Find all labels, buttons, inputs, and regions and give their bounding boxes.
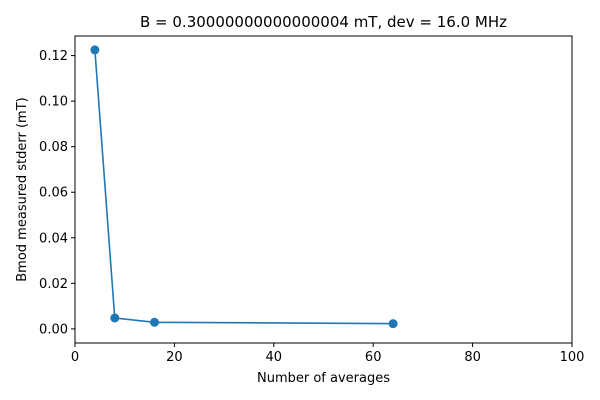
x-axis-label: Number of averages bbox=[257, 371, 390, 386]
data-point bbox=[388, 319, 398, 329]
x-tick-label: 100 bbox=[560, 350, 585, 365]
y-tick-label: 0.06 bbox=[39, 186, 68, 201]
data-point bbox=[150, 317, 160, 327]
series-line bbox=[94, 49, 394, 325]
y-tick-label: 0.12 bbox=[39, 49, 68, 64]
y-axis: 0.00 0.02 0.04 0.06 0.08 0.10 0.12 bbox=[39, 49, 75, 337]
y-tick-label: 0.04 bbox=[39, 231, 68, 246]
chart-title: B = 0.30000000000000004 mT, dev = 16.0 M… bbox=[140, 13, 507, 31]
y-tick-label: 0.00 bbox=[39, 322, 68, 337]
data-point bbox=[110, 313, 120, 323]
x-axis: 0 20 40 60 80 100 bbox=[71, 343, 585, 365]
y-tick-label: 0.02 bbox=[39, 277, 68, 292]
x-tick-label: 20 bbox=[166, 350, 183, 365]
x-tick-label: 0 bbox=[71, 350, 79, 365]
y-axis-label: Bmod measured stderr (mT) bbox=[15, 97, 30, 281]
x-tick-label: 60 bbox=[365, 350, 382, 365]
data-point bbox=[90, 45, 100, 55]
x-tick-label: 80 bbox=[464, 350, 481, 365]
y-tick-label: 0.10 bbox=[39, 95, 68, 110]
y-tick-label: 0.08 bbox=[39, 140, 68, 155]
x-tick-label: 40 bbox=[266, 350, 283, 365]
plot-area bbox=[90, 45, 398, 329]
plot-frame bbox=[74, 35, 573, 344]
